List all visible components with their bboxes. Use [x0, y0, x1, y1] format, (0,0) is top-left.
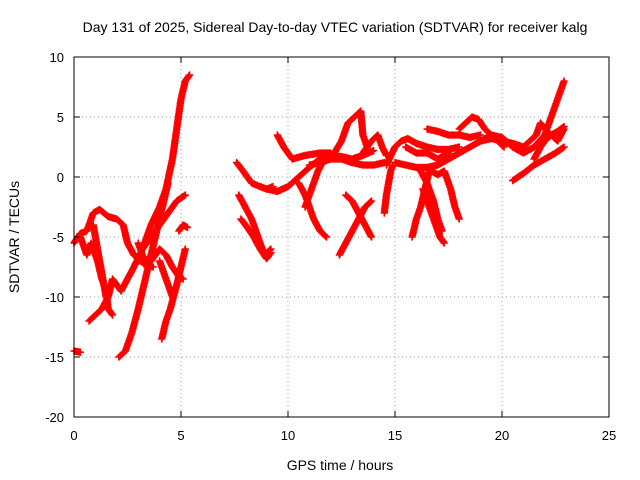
x-tick-label: 0	[70, 428, 77, 443]
series-markers	[70, 347, 85, 356]
series-arc-26	[382, 134, 463, 169]
series-arc-25	[380, 161, 397, 217]
series-markers	[423, 125, 485, 142]
y-tick-label: 5	[57, 110, 64, 125]
series-arc-30	[427, 167, 463, 223]
series-markers	[455, 113, 508, 151]
series-arc-36	[508, 143, 568, 185]
series-arc-35	[476, 77, 568, 157]
series-arc-13	[235, 191, 275, 259]
x-tick-label: 15	[388, 428, 402, 443]
series-markers	[380, 161, 397, 217]
chart-title: Day 131 of 2025, Sidereal Day-to-day VTE…	[83, 19, 588, 35]
x-tick-label: 25	[602, 428, 616, 443]
series-arc-17	[273, 131, 335, 163]
x-tick-label: 5	[177, 428, 184, 443]
series-arc-23	[342, 191, 376, 241]
series-arc-11	[155, 257, 177, 301]
y-tick-label: -15	[45, 350, 64, 365]
series-markers	[175, 221, 192, 235]
y-tick-label: 0	[57, 170, 64, 185]
grid	[74, 57, 609, 417]
series-arc-21	[305, 155, 389, 169]
series-arc-8	[138, 191, 190, 253]
series-arc-1	[70, 347, 85, 356]
y-tick-label: 10	[50, 50, 64, 65]
series-arc-24	[359, 131, 391, 160]
series-arc-12	[175, 221, 192, 235]
data-series	[70, 71, 568, 361]
axis-ticks: 0 5 10 15 20 25 -20 -15 -10 -5 0 5 10	[45, 50, 616, 443]
series-arc-29	[419, 185, 448, 247]
series-arc-31	[416, 167, 446, 235]
series-arc-14	[237, 215, 275, 263]
series-markers	[235, 191, 275, 259]
series-arc-32	[401, 143, 453, 163]
series-arc-38	[530, 122, 568, 163]
series-markers	[89, 221, 110, 301]
y-tick-label: -5	[52, 230, 64, 245]
y-axis-label: SDTVAR / TECUs	[6, 181, 22, 293]
x-tick-label: 20	[495, 428, 509, 443]
series-arc-5	[89, 221, 110, 301]
x-axis-label: GPS time / hours	[287, 457, 394, 473]
series-arc-33	[423, 125, 485, 142]
y-tick-label: -10	[45, 290, 64, 305]
series-arc-34	[455, 113, 508, 151]
y-tick-label: -20	[45, 410, 64, 425]
x-tick-label: 10	[281, 428, 295, 443]
